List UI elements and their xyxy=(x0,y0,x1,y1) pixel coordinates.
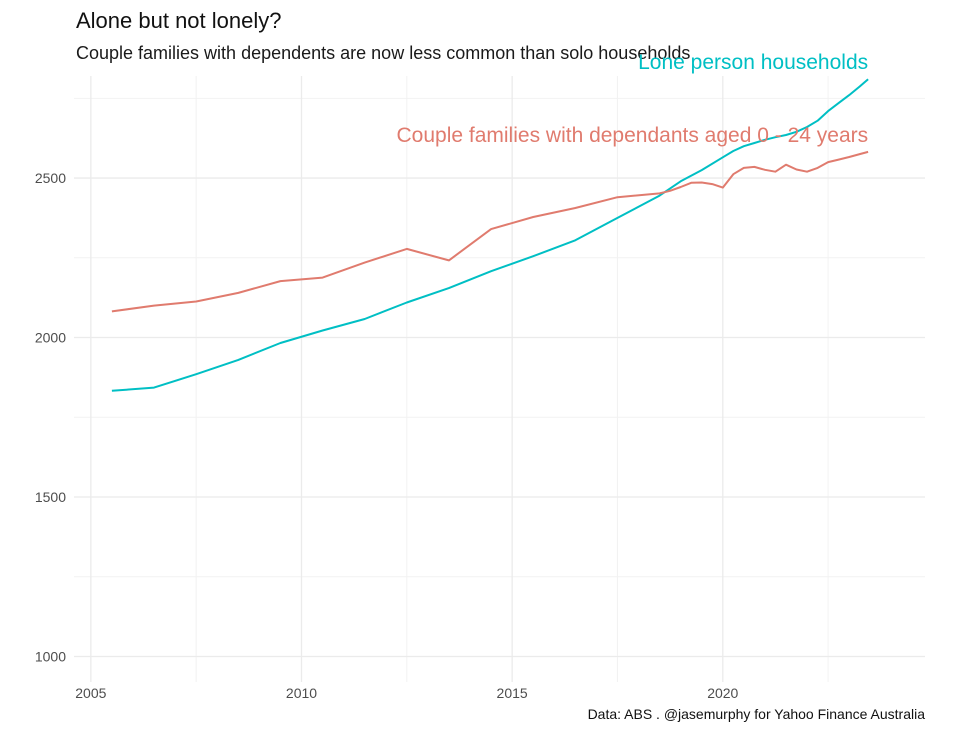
y-tick-label: 1000 xyxy=(35,648,66,664)
y-axis-tick-labels: 1000 1500 2000 2500 xyxy=(35,170,66,664)
chart-caption: Data: ABS . @jasemurphy for Yahoo Financ… xyxy=(587,706,925,722)
major-gridlines xyxy=(74,76,925,682)
x-tick-label: 2010 xyxy=(286,685,317,701)
series-direct-labels: Lone person households Couple families wi… xyxy=(397,51,869,147)
x-tick-label: 2015 xyxy=(497,685,528,701)
series-label-0: Lone person households xyxy=(638,51,868,74)
series-line-1 xyxy=(111,150,869,313)
x-tick-label: 2005 xyxy=(75,685,106,701)
chart-title: Alone but not lonely? xyxy=(76,8,282,33)
chart-subtitle: Couple families with dependents are now … xyxy=(76,43,691,63)
y-tick-label: 2500 xyxy=(35,170,66,186)
series-lines xyxy=(111,78,869,392)
x-axis-tick-labels: 2005 2010 2015 2020 xyxy=(75,685,738,701)
minor-gridlines xyxy=(74,76,925,682)
y-tick-label: 1500 xyxy=(35,489,66,505)
series-label-1: Couple families with dependants aged 0 -… xyxy=(397,124,869,147)
series-line-0 xyxy=(111,78,869,392)
x-tick-label: 2020 xyxy=(707,685,738,701)
y-tick-label: 2000 xyxy=(35,330,66,346)
